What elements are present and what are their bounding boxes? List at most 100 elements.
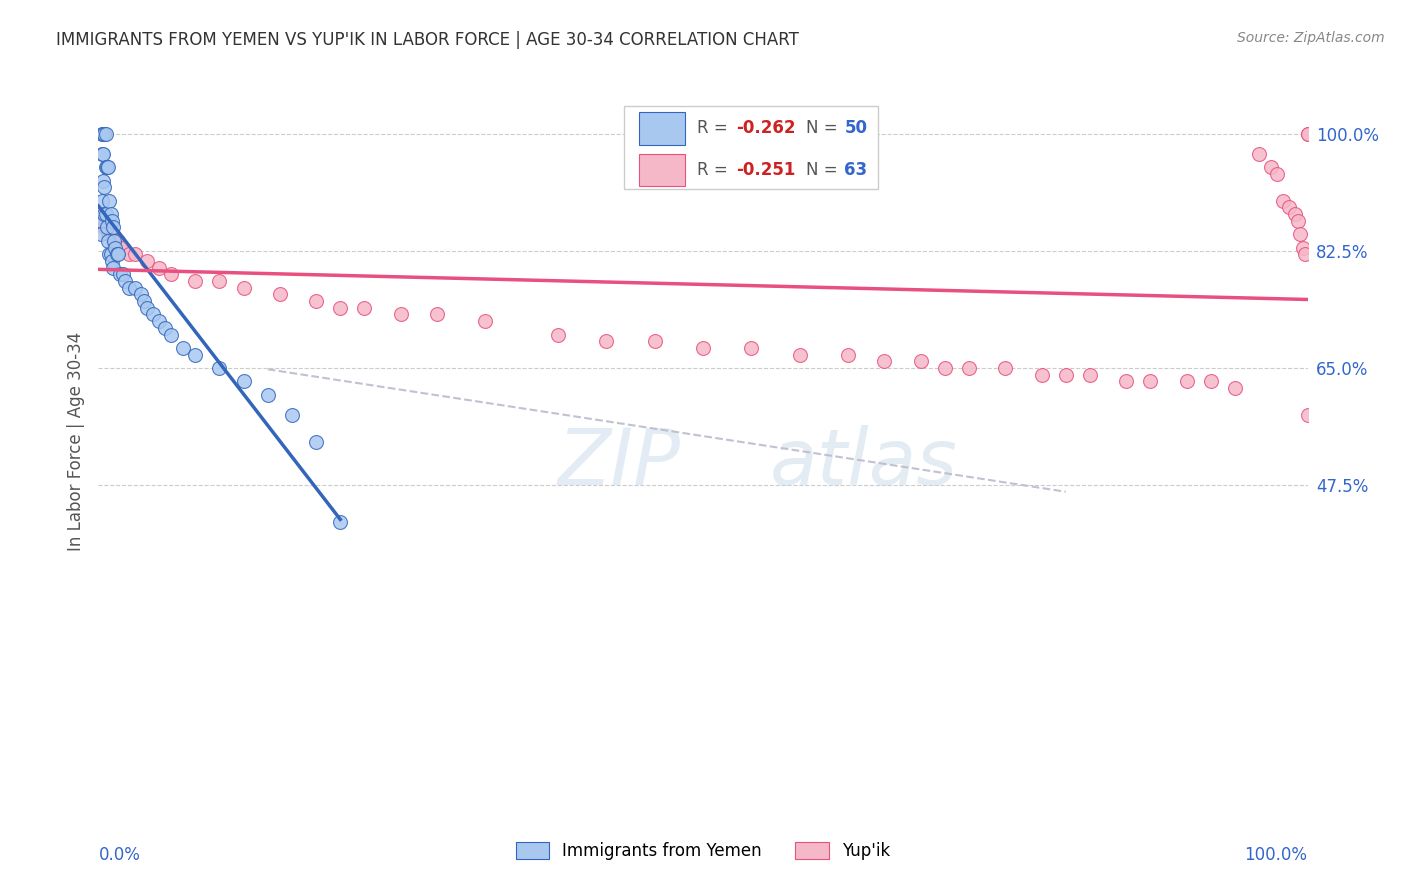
Point (232, 375, 254, 389)
Text: 50: 50 (845, 120, 868, 137)
Point (93, 127, 115, 141)
Point (934, 361, 956, 376)
Point (90, 227, 112, 242)
Point (957, 361, 980, 376)
Point (994, 361, 1017, 376)
Point (94, 161, 117, 175)
Point (1278, 201, 1301, 215)
Point (118, 247, 141, 261)
Point (107, 247, 129, 261)
Point (98, 194, 121, 208)
Point (91, 214, 114, 228)
Point (1260, 161, 1282, 175)
Point (101, 220, 124, 235)
Point (184, 348, 207, 362)
Text: N =: N = (806, 120, 842, 137)
Point (98, 227, 121, 242)
Text: 100.0%: 100.0% (1244, 847, 1308, 864)
Point (97, 227, 120, 242)
Point (353, 301, 375, 315)
Point (93, 180, 115, 194)
Point (208, 274, 231, 288)
Point (91, 173, 114, 188)
Point (108, 268, 131, 282)
Point (107, 234, 129, 248)
Point (91, 127, 114, 141)
Point (100, 214, 122, 228)
Bar (624, 105, 879, 189)
Point (153, 321, 176, 335)
Point (269, 287, 291, 301)
Point (98, 247, 121, 261)
Point (281, 408, 304, 422)
Point (1296, 127, 1319, 141)
Point (97, 234, 120, 248)
Point (740, 341, 762, 355)
Point (1294, 247, 1316, 261)
Point (134, 294, 156, 309)
Point (96, 161, 118, 175)
Point (1296, 127, 1319, 141)
Y-axis label: In Labor Force | Age 30-34: In Labor Force | Age 30-34 (66, 332, 84, 551)
Point (91, 147, 114, 161)
Point (148, 314, 170, 328)
Point (910, 354, 932, 368)
Point (595, 334, 617, 349)
Point (111, 241, 134, 255)
Point (94, 207, 117, 221)
Point (232, 281, 254, 295)
Text: Source: ZipAtlas.com: Source: ZipAtlas.com (1237, 31, 1385, 45)
Point (91, 127, 114, 141)
Point (105, 247, 128, 261)
Point (124, 281, 146, 295)
Point (547, 327, 569, 342)
Point (91, 147, 114, 161)
Point (329, 301, 352, 315)
Legend: Immigrants from Yemen, Yup'ik: Immigrants from Yemen, Yup'ik (509, 835, 897, 867)
Point (101, 234, 124, 248)
Point (135, 301, 157, 315)
Text: 63: 63 (845, 161, 868, 179)
Point (1139, 375, 1161, 389)
Point (100, 247, 122, 261)
Point (91, 214, 114, 228)
Point (129, 287, 152, 301)
Point (426, 307, 449, 322)
Point (94, 220, 117, 235)
Point (644, 334, 666, 349)
Point (91, 194, 114, 208)
Point (90, 214, 112, 228)
Point (97, 161, 120, 175)
Text: R =: R = (697, 120, 733, 137)
Point (108, 241, 131, 255)
Text: -0.251: -0.251 (735, 161, 794, 179)
Point (172, 341, 194, 355)
Point (135, 254, 157, 268)
Point (93, 207, 115, 221)
Point (104, 241, 127, 255)
Text: N =: N = (806, 161, 842, 179)
Point (100, 207, 122, 221)
Point (1054, 368, 1077, 382)
Point (1115, 375, 1137, 389)
Point (1175, 375, 1198, 389)
Point (124, 247, 146, 261)
Point (1199, 375, 1222, 389)
Point (1286, 214, 1309, 228)
Point (111, 268, 134, 282)
Point (148, 260, 170, 275)
Bar (638, 112, 685, 145)
Text: IMMIGRANTS FROM YEMEN VS YUP'IK IN LABOR FORCE | AGE 30-34 CORRELATION CHART: IMMIGRANTS FROM YEMEN VS YUP'IK IN LABOR… (56, 31, 799, 49)
Point (837, 348, 859, 362)
Point (474, 314, 496, 328)
Point (1272, 194, 1295, 208)
Point (873, 354, 896, 368)
Point (1249, 147, 1271, 161)
Point (1031, 368, 1053, 382)
Point (94, 127, 117, 141)
Point (256, 387, 278, 401)
Point (329, 515, 352, 529)
Point (114, 274, 136, 288)
Point (118, 281, 141, 295)
Point (305, 434, 328, 449)
